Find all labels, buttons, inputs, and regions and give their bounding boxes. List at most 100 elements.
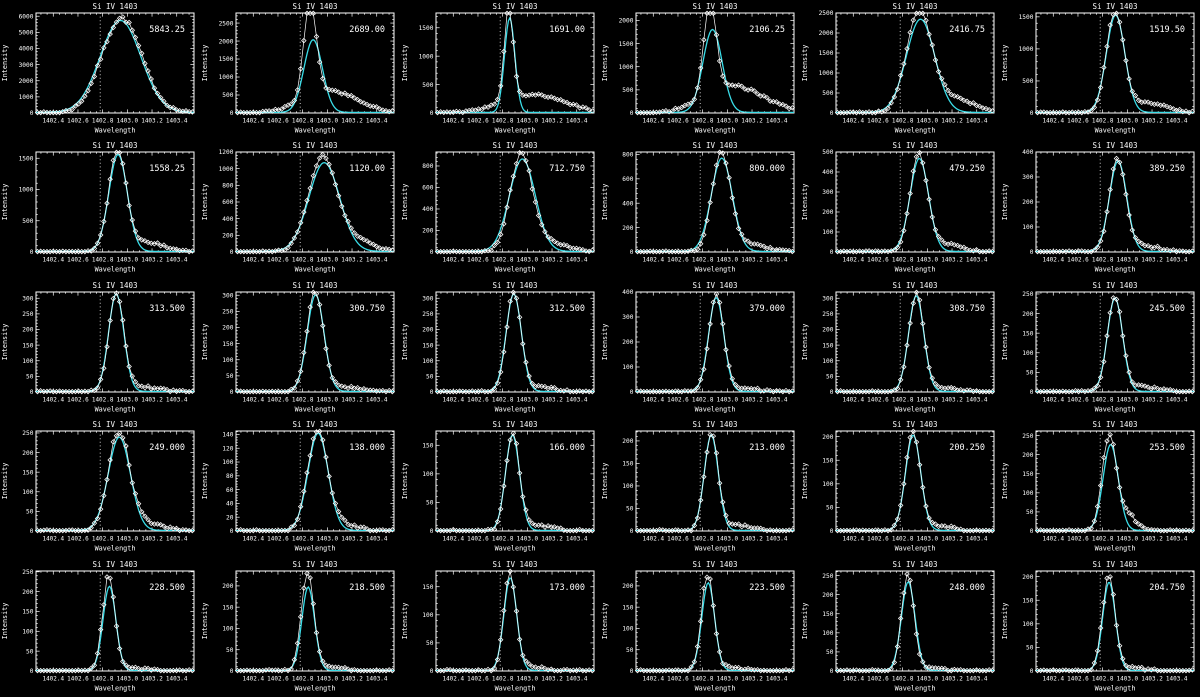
plot-title: Si IV 1403 bbox=[92, 560, 137, 569]
x-tick-label: 1403.4 bbox=[566, 257, 588, 264]
y-tick-label: 150 bbox=[222, 341, 233, 348]
gaussian-fit-curve bbox=[1036, 160, 1194, 253]
x-tick-label: 1402.8 bbox=[292, 117, 314, 124]
plot-title: Si IV 1403 bbox=[292, 420, 337, 429]
y-tick-label: 0 bbox=[1030, 389, 1034, 396]
x-tick-label: 1403.0 bbox=[117, 396, 139, 403]
x-tick-label: 1402.6 bbox=[267, 396, 289, 403]
x-tick-label: 1403.4 bbox=[766, 396, 788, 403]
plot-cell-r5-c2: Si IV 1403 218.500 0 50 100 150 200 1402.4 1402.… bbox=[200, 558, 400, 697]
y-axis-label: Intensity bbox=[1001, 463, 1009, 500]
plot-cell-r5-c3: Si IV 1403 173.000 0 50 100 150 1402.4 1402.6 14… bbox=[400, 558, 600, 697]
y-axis-label: Intensity bbox=[1001, 323, 1009, 360]
x-tick-label: 1403.2 bbox=[341, 536, 363, 543]
x-tick-label: 1402.8 bbox=[1092, 117, 1114, 124]
y-tick-label: 150 bbox=[422, 342, 433, 349]
x-tick-label: 1402.6 bbox=[267, 257, 289, 264]
y-tick-label: 500 bbox=[822, 150, 833, 157]
y-axis-label: Intensity bbox=[601, 184, 609, 221]
peak-intensity-label: 313.500 bbox=[149, 304, 185, 314]
x-tick-label: 1403.2 bbox=[541, 396, 563, 403]
y-axis-label: Intensity bbox=[201, 463, 209, 500]
x-tick-label: 1403.0 bbox=[717, 675, 739, 682]
x-tick-label: 1403.0 bbox=[317, 536, 339, 543]
x-tick-label: 1402.6 bbox=[867, 257, 889, 264]
peak-intensity-label: 312.500 bbox=[549, 304, 585, 314]
y-tick-label: 150 bbox=[622, 604, 633, 611]
x-tick-label: 1402.4 bbox=[242, 257, 264, 264]
x-tick-label: 1402.8 bbox=[692, 117, 714, 124]
x-tick-label: 1402.8 bbox=[692, 396, 714, 403]
y-tick-label: 100 bbox=[822, 481, 833, 488]
x-tick-label: 1403.0 bbox=[1117, 675, 1139, 682]
plot-cell-r3-c4: Si IV 1403 379.000 0 100 200 300 400 1402.4 1402… bbox=[600, 279, 800, 418]
axes-box bbox=[635, 430, 795, 532]
peak-intensity-label: 138.000 bbox=[349, 443, 385, 453]
y-tick-label: 50 bbox=[426, 373, 434, 380]
x-tick-label: 1403.2 bbox=[741, 536, 763, 543]
y-tick-label: 0 bbox=[230, 668, 234, 675]
peak-intensity-label: 800.000 bbox=[749, 164, 785, 174]
x-tick-label: 1402.4 bbox=[842, 257, 864, 264]
y-tick-label: 200 bbox=[622, 339, 633, 346]
y-tick-label: 1000 bbox=[619, 64, 634, 71]
plot-title: Si IV 1403 bbox=[692, 281, 737, 290]
x-tick-label: 1403.2 bbox=[741, 675, 763, 682]
x-tick-label: 1402.6 bbox=[67, 257, 89, 264]
observed-profile-line bbox=[437, 291, 593, 392]
y-tick-label: 50 bbox=[26, 648, 34, 655]
x-tick-label: 1403.0 bbox=[917, 675, 939, 682]
x-axis-label: Wavelength bbox=[295, 126, 336, 134]
data-point-markers bbox=[834, 150, 996, 255]
x-axis-label: Wavelength bbox=[95, 545, 136, 553]
y-tick-label: 40 bbox=[226, 501, 234, 508]
plot-cell-r1-c3: Si IV 1403 1691.00 0 500 1000 1500 1402.4 1402.… bbox=[400, 0, 600, 139]
spectral-plot-r3-c3: Si IV 1403 312.500 0 50 100 150 200 250 300 1402.… bbox=[401, 281, 596, 413]
x-tick-label: 1402.4 bbox=[242, 675, 264, 682]
x-tick-label: 1402.4 bbox=[1042, 257, 1064, 264]
x-tick-label: 1402.4 bbox=[242, 117, 264, 124]
plot-title: Si IV 1403 bbox=[492, 2, 537, 11]
observed-profile-line bbox=[237, 12, 393, 113]
x-tick-label: 1402.8 bbox=[1092, 396, 1114, 403]
plot-cell-r2-c5: Si IV 1403 479.250 0 100 200 300 400 500 1402.4 1… bbox=[800, 139, 1000, 278]
y-tick-label: 50 bbox=[1026, 644, 1034, 651]
x-tick-label: 1402.4 bbox=[1042, 396, 1064, 403]
x-axis-label: Wavelength bbox=[495, 545, 536, 553]
x-tick-label: 1403.2 bbox=[941, 257, 963, 264]
plot-title: Si IV 1403 bbox=[292, 281, 337, 290]
peak-intensity-label: 218.500 bbox=[349, 583, 385, 593]
y-axis-label: Intensity bbox=[401, 463, 409, 500]
y-tick-label: 0 bbox=[30, 668, 34, 675]
y-tick-label: 100 bbox=[822, 358, 833, 365]
y-tick-label: 100 bbox=[622, 483, 633, 490]
x-axis-label: Wavelength bbox=[695, 405, 736, 413]
peak-intensity-label: 5843.25 bbox=[149, 25, 185, 35]
y-tick-label: 2500 bbox=[219, 20, 234, 27]
x-tick-label: 1403.2 bbox=[1141, 257, 1163, 264]
data-point-markers bbox=[834, 289, 996, 395]
y-tick-label: 250 bbox=[1022, 291, 1033, 298]
y-tick-label: 50 bbox=[226, 373, 234, 380]
x-tick-label: 1402.8 bbox=[92, 117, 114, 124]
observed-profile-line bbox=[637, 434, 793, 532]
y-axis-label: Intensity bbox=[801, 184, 809, 221]
x-tick-label: 1402.8 bbox=[492, 257, 514, 264]
x-tick-label: 1402.4 bbox=[42, 117, 64, 124]
y-tick-label: 0 bbox=[230, 528, 234, 535]
data-point-markers bbox=[634, 149, 796, 255]
y-tick-label: 500 bbox=[22, 218, 33, 225]
observed-profile-line bbox=[637, 152, 793, 253]
y-tick-label: 150 bbox=[822, 342, 833, 349]
peak-intensity-label: 200.250 bbox=[949, 443, 985, 453]
data-point-markers bbox=[34, 149, 196, 255]
y-tick-label: 150 bbox=[1022, 471, 1033, 478]
y-tick-label: 100 bbox=[1022, 621, 1033, 628]
observed-profile-line bbox=[437, 12, 593, 113]
y-tick-label: 50 bbox=[426, 500, 434, 507]
x-axis-label: Wavelength bbox=[95, 266, 136, 274]
y-tick-label: 1000 bbox=[19, 187, 34, 194]
